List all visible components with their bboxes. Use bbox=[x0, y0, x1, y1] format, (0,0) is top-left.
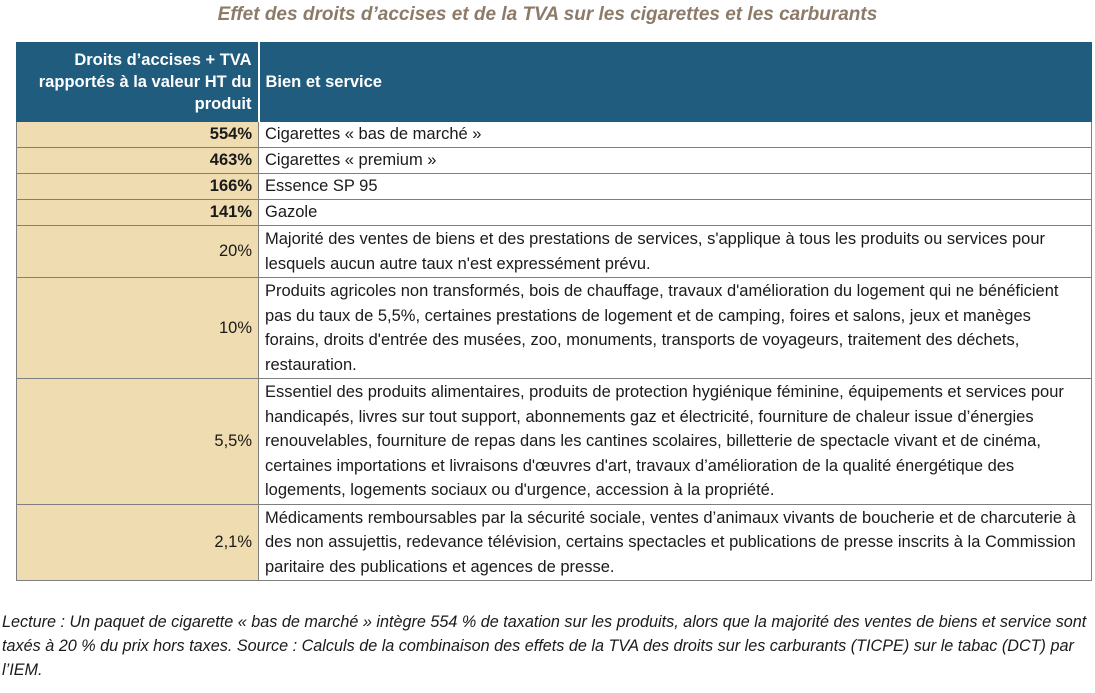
rate-cell: 5,5% bbox=[16, 378, 259, 505]
rate-cell: 10% bbox=[16, 277, 259, 379]
table-row: 141% Gazole bbox=[16, 199, 1092, 226]
rate-cell: 20% bbox=[16, 225, 259, 278]
goods-cell: Médicaments remboursables par la sécurit… bbox=[258, 503, 1092, 581]
table-row: 2,1% Médicaments remboursables par la sé… bbox=[16, 503, 1092, 581]
table-row: 20% Majorité des ventes de biens et des … bbox=[16, 225, 1092, 278]
goods-cell: Cigarettes « premium » bbox=[258, 147, 1092, 174]
rate-cell: 166% bbox=[16, 173, 259, 200]
header-goods: Bien et service bbox=[258, 42, 1092, 122]
header-rate: Droits d’accises + TVA rapportés à la va… bbox=[16, 42, 260, 122]
table-row: 166% Essence SP 95 bbox=[16, 173, 1092, 200]
table-row: 463% Cigarettes « premium » bbox=[16, 147, 1092, 174]
rate-cell: 463% bbox=[16, 147, 259, 174]
rate-cell: 141% bbox=[16, 199, 259, 226]
goods-cell: Majorité des ventes de biens et des pres… bbox=[258, 225, 1092, 278]
table-row: 5,5% Essentiel des produits alimentaires… bbox=[16, 378, 1092, 505]
goods-cell: Produits agricoles non transformés, bois… bbox=[258, 277, 1092, 379]
table-row: 10% Produits agricoles non transformés, … bbox=[16, 277, 1092, 379]
rate-cell: 554% bbox=[16, 121, 259, 148]
goods-cell: Cigarettes « bas de marché » bbox=[258, 121, 1092, 148]
reading-note: Lecture : Un paquet de cigarette « bas d… bbox=[2, 613, 1087, 679]
goods-cell: Essence SP 95 bbox=[258, 173, 1092, 200]
page-title: Effet des droits d’accises et de la TVA … bbox=[217, 4, 878, 25]
table-row: 554% Cigarettes « bas de marché » bbox=[16, 121, 1092, 148]
goods-cell: Gazole bbox=[258, 199, 1092, 226]
tax-table: Droits d’accises + TVA rapportés à la va… bbox=[16, 42, 1092, 581]
goods-cell: Essentiel des produits alimentaires, pro… bbox=[258, 378, 1092, 505]
table-header-row: Droits d’accises + TVA rapportés à la va… bbox=[16, 42, 1092, 122]
rate-cell: 2,1% bbox=[16, 503, 259, 581]
